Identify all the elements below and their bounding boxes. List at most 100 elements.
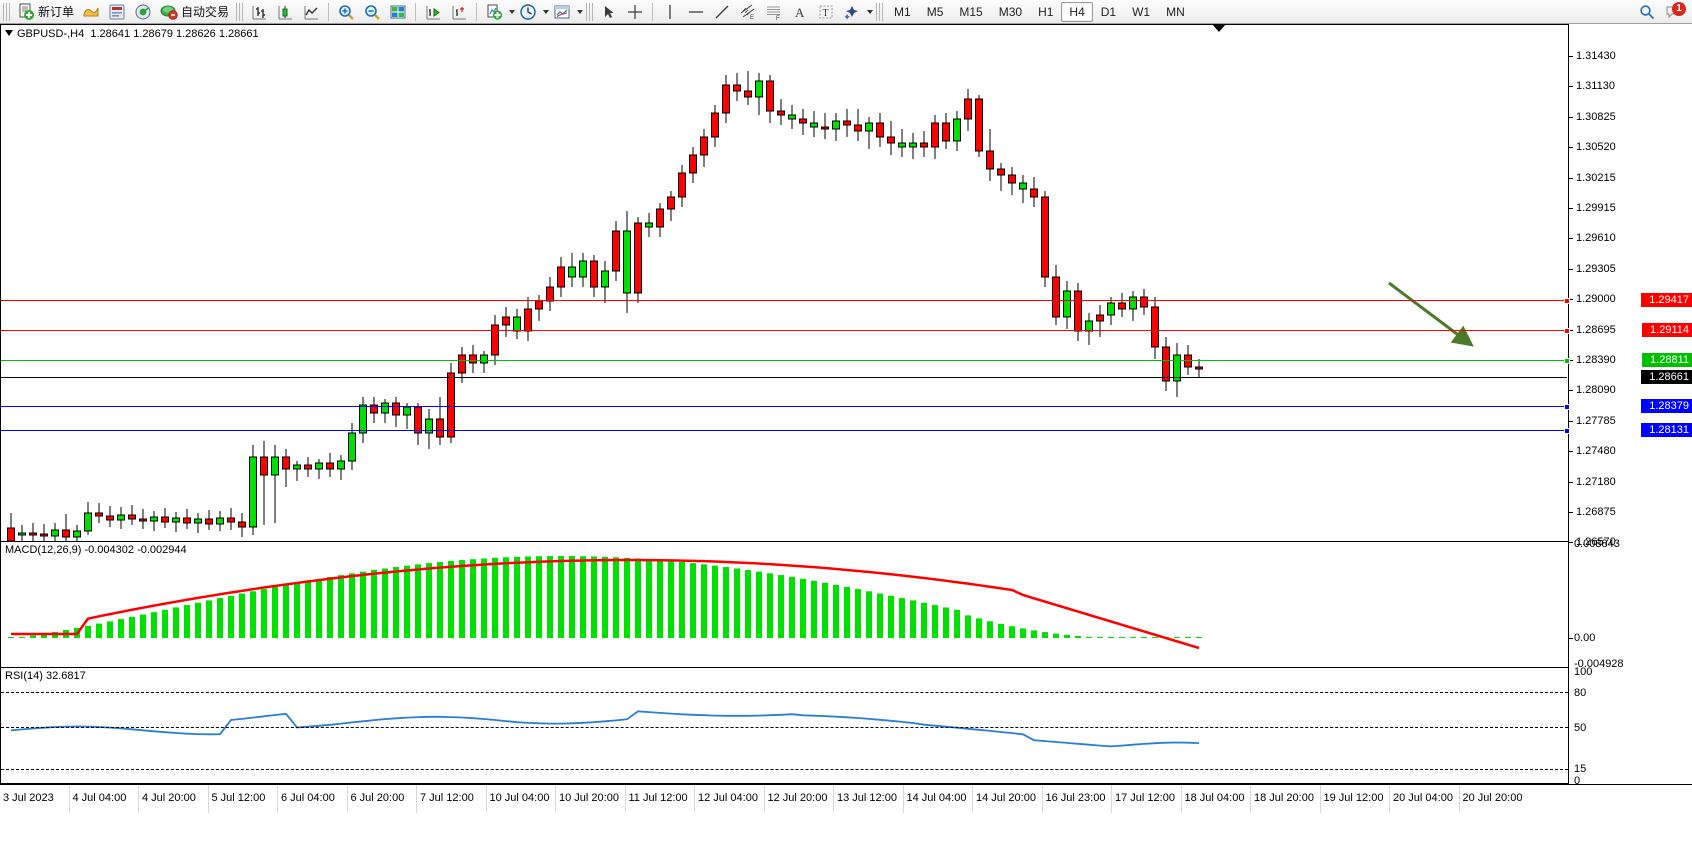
candlestick-series xyxy=(7,71,1203,555)
collapse-triangle-icon[interactable] xyxy=(5,30,13,36)
navigator-button[interactable] xyxy=(104,1,130,23)
time-axis-label: 5 Jul 12:00 xyxy=(211,792,266,804)
price-tag-resistance-1[interactable]: 1.29417 xyxy=(1641,293,1692,307)
cursor-icon xyxy=(600,3,618,21)
chart-container[interactable]: GBPUSD-,H4 1.28641 1.28679 1.28626 1.286… xyxy=(0,24,1692,848)
level-line-anchor[interactable] xyxy=(1564,428,1570,434)
price-tickmark xyxy=(1569,116,1573,118)
shift-end-icon xyxy=(424,3,442,21)
level-line-support-green[interactable] xyxy=(1,358,1570,364)
time-axis-label: 10 Jul 04:00 xyxy=(489,792,550,804)
zoom-in-button[interactable] xyxy=(333,1,359,23)
trendline-button[interactable] xyxy=(709,1,735,23)
price-tickmark xyxy=(1569,177,1573,179)
vline-button[interactable] xyxy=(657,1,683,23)
toolbar-separator-4 xyxy=(652,2,654,21)
price-tickmark xyxy=(1569,542,1573,544)
timeframe-h1[interactable]: H1 xyxy=(1038,4,1054,19)
market-watch-button[interactable] xyxy=(130,1,156,23)
level-line-resistance-1[interactable] xyxy=(1,298,1570,304)
macd-tick-label: 0.00 xyxy=(1574,632,1596,644)
hline-button[interactable] xyxy=(683,1,709,23)
crosshair-button[interactable] xyxy=(622,1,648,23)
line-chart-button[interactable] xyxy=(298,1,324,23)
timeframe-group: M1 M5 M15 M30 H1 H4 D1 W1 MN xyxy=(886,1,1193,22)
timeframe-m1[interactable]: M1 xyxy=(894,4,911,19)
price-tickmark xyxy=(1569,268,1573,270)
toolbar-grip-3[interactable] xyxy=(586,2,594,21)
level-line-anchor[interactable] xyxy=(1564,298,1570,304)
zoom-out-button[interactable] xyxy=(359,1,385,23)
price-tag-resistance-2[interactable]: 1.29114 xyxy=(1642,323,1692,337)
templates-button[interactable] xyxy=(549,1,575,23)
timeframe-m15[interactable]: M15 xyxy=(959,4,983,19)
timeframe-m5[interactable]: M5 xyxy=(926,4,944,19)
level-line-resistance-2[interactable] xyxy=(1,328,1570,334)
level-line-anchor[interactable] xyxy=(1564,404,1570,410)
price-tag-support-blue-2[interactable]: 1.28131 xyxy=(1641,423,1692,437)
indicators-dropdown-caret[interactable] xyxy=(509,9,516,14)
time-axis-separator xyxy=(555,785,556,813)
period-dropdown-caret[interactable] xyxy=(543,9,550,14)
shapes-dropdown-caret[interactable] xyxy=(867,9,874,14)
new-order-button[interactable]: 新订单 xyxy=(13,1,78,23)
level-line-anchor[interactable] xyxy=(1564,328,1570,334)
fibonacci-button[interactable]: F xyxy=(761,1,787,23)
templates-dropdown-caret[interactable] xyxy=(577,9,584,14)
time-axis-separator xyxy=(1250,785,1251,813)
text-button[interactable]: A xyxy=(787,1,813,23)
price-tag-support-green[interactable]: 1.28811 xyxy=(1642,353,1692,367)
price-tick-label: 1.30520 xyxy=(1576,141,1616,154)
level-line-current-price[interactable] xyxy=(1,377,1567,378)
cursor-button[interactable] xyxy=(596,1,622,23)
rsi-pane[interactable]: RSI(14) 32.6817 xyxy=(0,668,1568,784)
price-tick-label: 1.31130 xyxy=(1576,80,1615,93)
shapes-button[interactable] xyxy=(839,1,865,23)
timeframe-h4[interactable]: H4 xyxy=(1061,1,1093,22)
alerts-button[interactable]: 1 xyxy=(1660,1,1686,23)
time-axis-separator xyxy=(277,785,278,813)
time-axis-label: 17 Jul 12:00 xyxy=(1115,792,1175,804)
timeframe-w1[interactable]: W1 xyxy=(1132,4,1151,19)
time-axis-label: 4 Jul 20:00 xyxy=(142,792,196,804)
trend-arrow-annotation[interactable] xyxy=(1,25,1567,541)
data-window-button[interactable] xyxy=(78,1,104,23)
search-button[interactable] xyxy=(1634,1,1660,23)
timeframe-m30[interactable]: M30 xyxy=(998,4,1023,19)
toolbar-grip-4[interactable] xyxy=(876,2,884,21)
price-tick-label: 1.31430 xyxy=(1576,50,1616,62)
time-axis-label: 10 Jul 20:00 xyxy=(559,792,619,804)
candlestick-chart-button[interactable] xyxy=(272,1,298,23)
macd-pane[interactable]: MACD(12,26,9) -0.004302 -0.002944 xyxy=(0,542,1568,668)
svg-text:E: E xyxy=(750,15,754,21)
time-axis-separator xyxy=(68,785,70,813)
indicators-icon xyxy=(485,3,503,21)
timeframe-d1[interactable]: D1 xyxy=(1100,4,1117,19)
indicators-button[interactable] xyxy=(481,1,507,23)
equidistant-channel-button[interactable]: E xyxy=(735,1,761,23)
time-axis-separator xyxy=(902,785,904,813)
period-button[interactable] xyxy=(515,1,541,23)
price-scale[interactable]: 1.31430 1.31130 1.30825 1.30520 1.30215 1.299… xyxy=(1568,24,1692,787)
level-line-anchor[interactable] xyxy=(1564,358,1570,364)
price-tag-current-price[interactable]: 1.28661 xyxy=(1641,370,1692,384)
time-axis-label: 18 Jul 04:00 xyxy=(1184,792,1245,804)
price-tickmark xyxy=(1569,238,1573,240)
time-axis-label: 6 Jul 20:00 xyxy=(350,792,405,804)
time-axis-label: 12 Jul 04:00 xyxy=(698,792,758,804)
timeframe-mn[interactable]: MN xyxy=(1166,4,1185,19)
shift-end-button[interactable] xyxy=(420,1,446,23)
auto-trading-button[interactable]: 自动交易 xyxy=(156,1,233,23)
time-axis[interactable]: 3 Jul 2023 4 Jul 04:00 4 Jul 20:00 5 Jul 12… xyxy=(0,784,1692,813)
toolbar-grip[interactable] xyxy=(3,2,10,21)
price-tag-support-blue-1[interactable]: 1.28379 xyxy=(1641,399,1692,413)
bar-chart-button[interactable] xyxy=(246,1,272,23)
level-line-support-blue-1[interactable] xyxy=(1,404,1570,410)
auto-scroll-button[interactable] xyxy=(446,1,472,23)
tile-windows-button[interactable] xyxy=(385,1,411,23)
price-pane[interactable]: GBPUSD-,H4 1.28641 1.28679 1.28626 1.286… xyxy=(0,24,1570,555)
level-line-support-blue-2[interactable] xyxy=(1,428,1570,434)
toolbar-grip-2[interactable] xyxy=(236,2,244,21)
macd-tickmark xyxy=(1569,638,1573,639)
label-button[interactable]: T xyxy=(813,1,839,23)
